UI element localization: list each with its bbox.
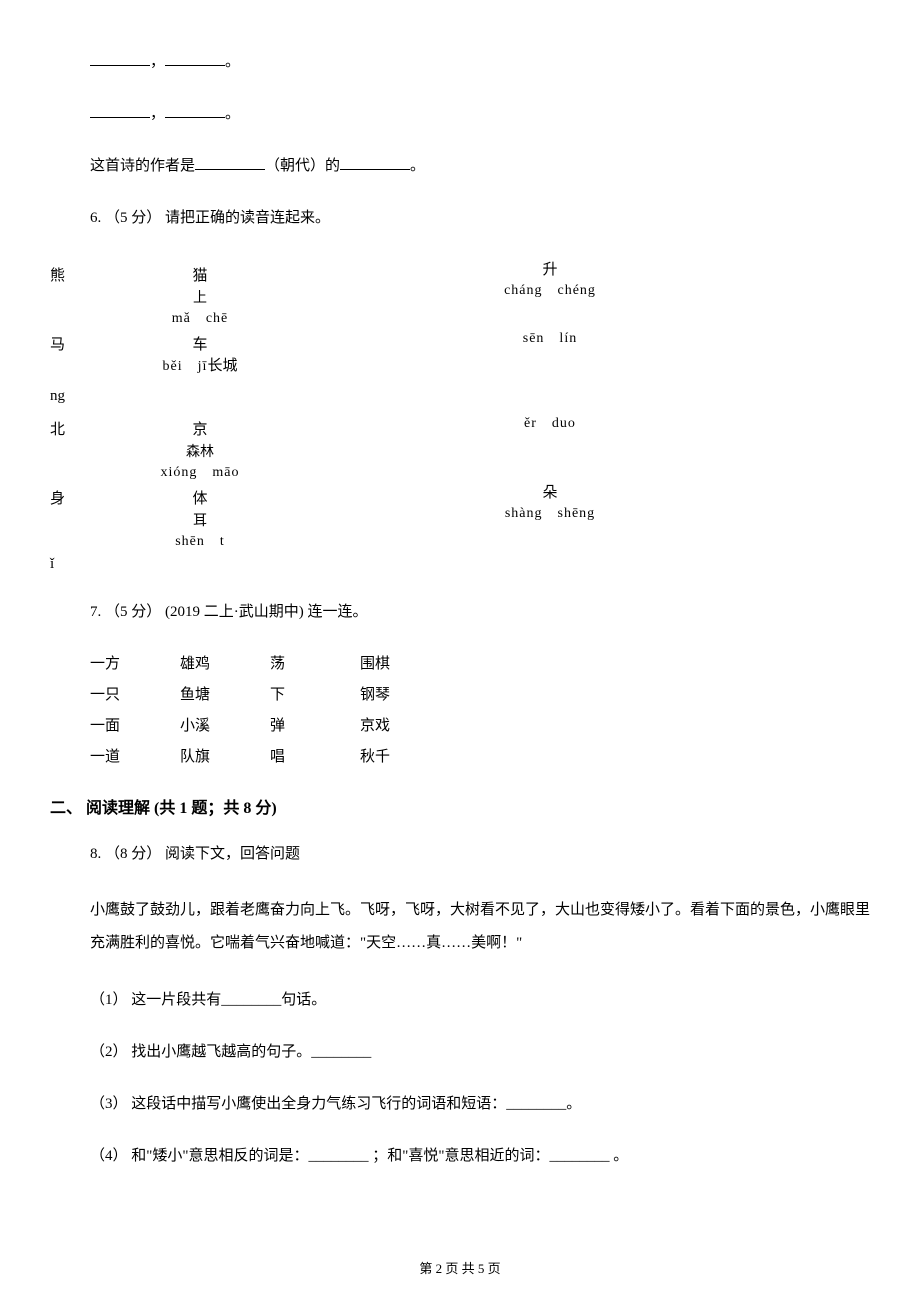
table-row: ǐ: [50, 550, 870, 580]
cell: 朵 shàng shēng: [440, 481, 660, 522]
cell: 体耳 shēn t: [110, 481, 290, 550]
q8-item-3: （3） 这段话中描写小鹰使出全身力气练习飞行的词语和短语：________。: [90, 1092, 870, 1116]
q7-match-table: 一方 雄鸡 荡 围棋 一只 鱼塘 下 钢琴 一面 小溪 弹 京戏 一道 队旗 唱…: [90, 652, 870, 766]
q6-header: 6. （5 分） 请把正确的读音连起来。: [90, 206, 870, 230]
q8-item-2: （2） 找出小鹰越飞越高的句子。________: [90, 1040, 870, 1064]
cell: ǐ: [50, 550, 110, 573]
q8-item-4: （4） 和"矮小"意思相反的词是：________ ；和"喜悦"意思相近的词：_…: [90, 1144, 870, 1168]
table-row: 一只 鱼塘 下 钢琴: [90, 683, 870, 704]
fill-line-2: ，。: [90, 102, 870, 126]
cell: 身: [50, 481, 110, 508]
page-footer: 第 2 页 共 5 页: [50, 1258, 870, 1277]
table-row: 马 车 běi jī长城 sēn lín: [50, 327, 870, 382]
cell: 北: [50, 412, 110, 439]
cell: 升 cháng chéng: [440, 258, 660, 299]
author-mid: （朝代）的: [265, 158, 340, 174]
cell: 熊: [50, 258, 110, 285]
table-row: 一方 雄鸡 荡 围棋: [90, 652, 870, 673]
table-row: 身 体耳 shēn t 朵 shàng shēng: [50, 481, 870, 550]
cell: sēn lín: [440, 327, 660, 347]
cell: 京森林 xióng māo: [110, 412, 290, 481]
cell: 猫上 mǎ chē: [110, 258, 290, 327]
author-pre: 这首诗的作者是: [90, 158, 195, 174]
q8-header: 8. （8 分） 阅读下文，回答问题: [90, 842, 870, 866]
cell: ng: [50, 382, 110, 405]
table-row: 北 京森林 xióng māo ěr duo: [50, 412, 870, 481]
q7-header: 7. （5 分） (2019 二上·武山期中) 连一连。: [90, 600, 870, 624]
section-2-title: 二、 阅读理解 (共 1 题；共 8 分): [50, 794, 870, 818]
cell: 马: [50, 327, 110, 354]
table-row: 一道 队旗 唱 秋千: [90, 745, 870, 766]
table-row: 熊 猫上 mǎ chē 升 cháng chéng: [50, 258, 870, 327]
table-row: ng: [50, 382, 870, 412]
author-line: 这首诗的作者是 （朝代）的 。: [90, 154, 870, 178]
fill-line-1: ，。: [90, 50, 870, 74]
author-end: 。: [410, 158, 425, 174]
q8-passage: 小鹰鼓了鼓劲儿，跟着老鹰奋力向上飞。飞呀，飞呀，大树看不见了，大山也变得矮小了。…: [90, 894, 870, 960]
table-row: 一面 小溪 弹 京戏: [90, 714, 870, 735]
q6-table: 熊 猫上 mǎ chē 升 cháng chéng 马 车 běi jī长城 s…: [50, 258, 870, 580]
cell: 车 běi jī长城: [110, 327, 290, 375]
q8-item-1: （1） 这一片段共有________句话。: [90, 988, 870, 1012]
cell: ěr duo: [440, 412, 660, 432]
